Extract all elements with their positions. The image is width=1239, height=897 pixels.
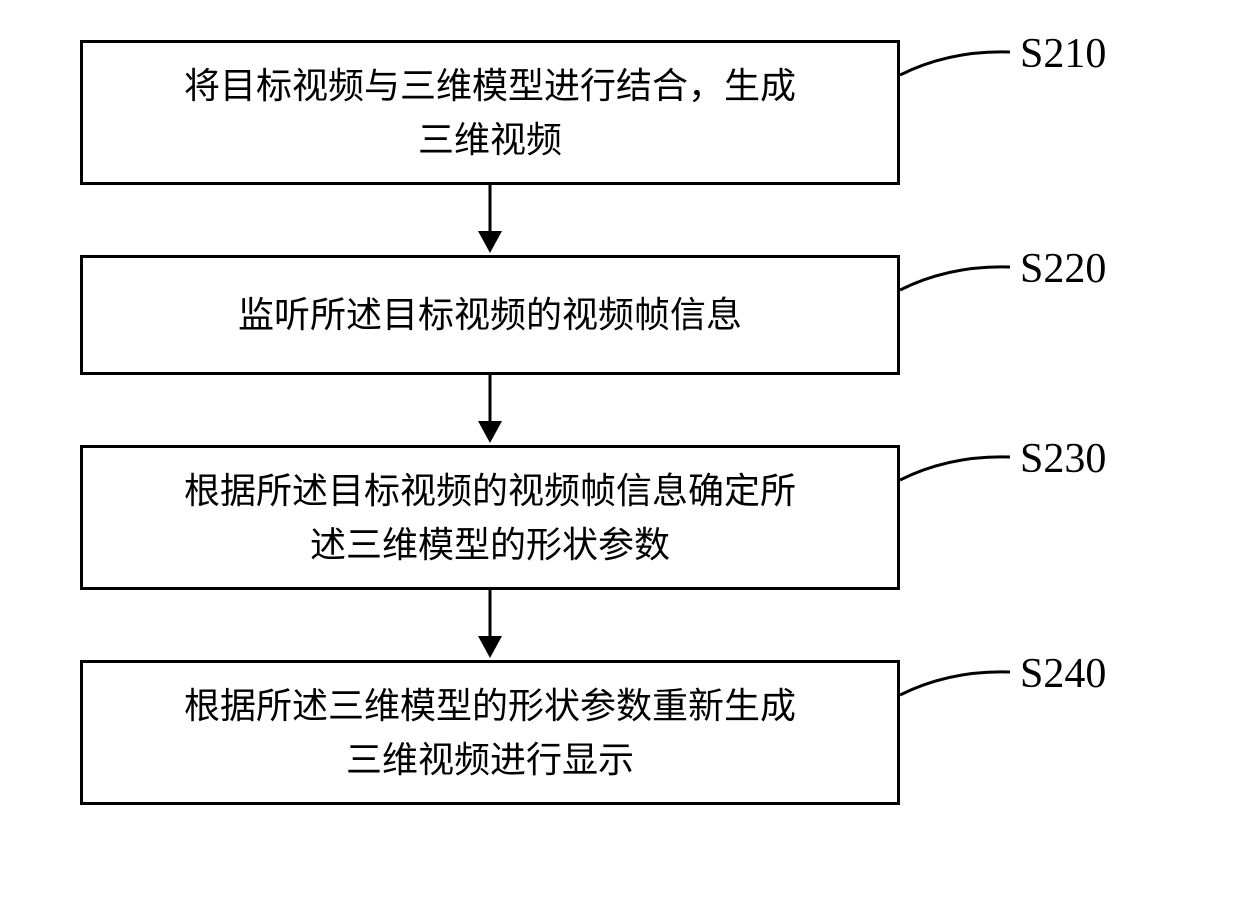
step-row-3: 根据所述目标视频的视频帧信息确定所 述三维模型的形状参数 S230 bbox=[80, 445, 1160, 590]
arrow-down-icon bbox=[470, 590, 510, 660]
step-label-s240: S240 bbox=[1020, 650, 1106, 698]
step-box-s210: 将目标视频与三维模型进行结合，生成 三维视频 bbox=[80, 40, 900, 185]
flowchart-container: 将目标视频与三维模型进行结合，生成 三维视频 S210 监听所述目标视频的视频帧… bbox=[80, 40, 1160, 805]
step-box-s220: 监听所述目标视频的视频帧信息 bbox=[80, 255, 900, 375]
step-text: 监听所述目标视频的视频帧信息 bbox=[238, 288, 742, 342]
arrow-1 bbox=[80, 185, 900, 255]
connector-curve-icon bbox=[900, 660, 1040, 740]
step-text-line1: 将目标视频与三维模型进行结合，生成 bbox=[184, 66, 796, 106]
step-text-line1: 根据所述三维模型的形状参数重新生成 bbox=[184, 686, 796, 726]
connector-curve-icon bbox=[900, 445, 1040, 525]
step-label-s210: S210 bbox=[1020, 30, 1106, 78]
step-text-line2: 三维视频 bbox=[418, 120, 562, 160]
step-text-line1: 根据所述目标视频的视频帧信息确定所 bbox=[184, 471, 796, 511]
arrow-3 bbox=[80, 590, 900, 660]
step-text: 根据所述三维模型的形状参数重新生成 三维视频进行显示 bbox=[184, 679, 796, 787]
step-row-1: 将目标视频与三维模型进行结合，生成 三维视频 S210 bbox=[80, 40, 1160, 185]
connector-curve-icon bbox=[900, 255, 1040, 335]
arrow-down-icon bbox=[470, 375, 510, 445]
step-box-s240: 根据所述三维模型的形状参数重新生成 三维视频进行显示 bbox=[80, 660, 900, 805]
step-text: 将目标视频与三维模型进行结合，生成 三维视频 bbox=[184, 59, 796, 167]
step-row-4: 根据所述三维模型的形状参数重新生成 三维视频进行显示 S240 bbox=[80, 660, 1160, 805]
arrow-2 bbox=[80, 375, 900, 445]
step-row-2: 监听所述目标视频的视频帧信息 S220 bbox=[80, 255, 1160, 375]
step-text: 根据所述目标视频的视频帧信息确定所 述三维模型的形状参数 bbox=[184, 464, 796, 572]
step-label-s230: S230 bbox=[1020, 435, 1106, 483]
step-text-line2: 述三维模型的形状参数 bbox=[310, 525, 670, 565]
step-text-line2: 三维视频进行显示 bbox=[346, 740, 634, 780]
arrow-down-icon bbox=[470, 185, 510, 255]
step-box-s230: 根据所述目标视频的视频帧信息确定所 述三维模型的形状参数 bbox=[80, 445, 900, 590]
step-text-line1: 监听所述目标视频的视频帧信息 bbox=[238, 295, 742, 335]
connector-curve-icon bbox=[900, 40, 1040, 120]
step-label-s220: S220 bbox=[1020, 245, 1106, 293]
